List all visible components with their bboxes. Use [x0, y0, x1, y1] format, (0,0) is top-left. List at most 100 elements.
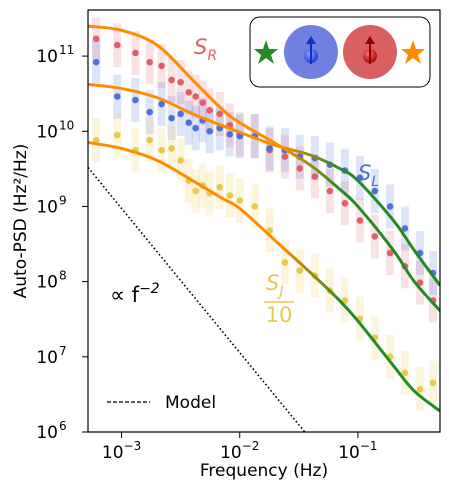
data-point [429, 379, 437, 387]
reference-line [88, 166, 306, 432]
y-tick-base: 10 [36, 423, 58, 443]
data-point [192, 124, 200, 132]
data-point [311, 173, 319, 180]
data-point [416, 385, 424, 393]
axes-frame [87, 9, 441, 433]
model-curve [88, 140, 440, 413]
plot-area [88, 16, 440, 432]
data-point [168, 76, 175, 84]
data-point [216, 110, 224, 118]
data-point [168, 145, 175, 152]
model-curve [88, 24, 440, 312]
x-tick-exp: −2 [242, 439, 260, 453]
data-point [296, 165, 304, 172]
data-point [158, 100, 165, 108]
data-point [281, 259, 289, 266]
data-point [192, 187, 200, 195]
x-tick-base: 10 [338, 443, 360, 463]
annotation-sj: SJ [266, 271, 283, 300]
data-point [192, 93, 200, 100]
data-point [386, 203, 394, 210]
data-point [146, 136, 153, 144]
x-tick-base: 10 [102, 443, 124, 463]
data-point [206, 127, 214, 135]
y-tick-label: 109 [36, 193, 66, 217]
data-point [92, 35, 100, 43]
y-tick-label: 1010 [36, 118, 74, 142]
data-point [168, 114, 175, 122]
data-point [216, 183, 224, 191]
red-arrowhead [365, 36, 375, 44]
data-point [266, 145, 273, 152]
y-tick-base: 10 [36, 273, 58, 293]
x-tick-label: 10−3 [102, 439, 141, 463]
y-tick-exp: 9 [59, 193, 67, 207]
annotation-sj-denominator: 10 [266, 303, 293, 327]
data-point [146, 58, 153, 66]
data-point [185, 119, 193, 126]
data-point [113, 131, 121, 139]
data-point [132, 49, 139, 57]
legend-label: Model [165, 393, 216, 413]
x-tick-exp: −3 [124, 439, 142, 453]
data-point [177, 78, 184, 86]
data-point [226, 131, 234, 138]
y-tick-exp: 11 [59, 43, 74, 57]
y-tick-exp: 7 [59, 344, 67, 358]
x-axis-label: Frequency (Hz) [200, 461, 328, 481]
data-point [356, 217, 364, 224]
data-point [401, 225, 409, 232]
data-point [236, 132, 244, 140]
data-point [185, 88, 193, 96]
data-point [199, 99, 207, 106]
data-point [371, 187, 379, 195]
data-point [177, 110, 184, 118]
green-star [254, 40, 278, 64]
y-tick-base: 10 [36, 47, 58, 67]
y-tick-base: 10 [36, 348, 58, 368]
y-tick-base: 10 [36, 122, 58, 142]
data-point [326, 187, 334, 195]
blue-arrowhead [306, 36, 316, 44]
y-tick-label: 1011 [36, 43, 74, 67]
y-tick-label: 106 [36, 419, 66, 443]
data-point [158, 62, 165, 70]
inset-box [249, 16, 431, 88]
y-tick-label: 107 [36, 344, 66, 368]
data-point [281, 153, 289, 160]
data-point [206, 106, 214, 114]
annotation-sr: SR [194, 35, 217, 64]
y-axis-label: Auto-PSD (Hz²/Hz) [11, 144, 31, 299]
data-point [296, 267, 304, 274]
data-point [146, 108, 153, 116]
x-tick-label: 10−2 [220, 439, 259, 463]
data-point [251, 203, 259, 210]
y-tick-exp: 6 [59, 419, 67, 433]
data-point [401, 369, 409, 377]
data-point [132, 96, 139, 104]
data-point [226, 192, 234, 199]
x-tick-base: 10 [220, 443, 242, 463]
y-tick-exp: 8 [59, 269, 67, 283]
data-point [113, 41, 121, 49]
data-point [92, 136, 100, 144]
data-point [113, 93, 121, 100]
model-curve [88, 82, 440, 287]
data-point [341, 200, 349, 207]
data-point [371, 233, 379, 240]
y-tick-exp: 10 [59, 118, 74, 132]
orange-star [401, 40, 425, 64]
data-point [386, 249, 394, 257]
y-tick-label: 108 [36, 269, 66, 293]
data-point [92, 58, 100, 66]
annotation-slope: ∝ f−2 [110, 281, 160, 307]
y-tick-base: 10 [36, 197, 58, 217]
x-tick-label: 10−1 [338, 439, 377, 463]
x-tick-exp: −1 [360, 439, 378, 453]
data-point [177, 157, 184, 164]
inset [249, 16, 431, 88]
data-point [158, 146, 165, 154]
annotation-sl: SL [358, 161, 379, 190]
data-point [236, 197, 244, 204]
